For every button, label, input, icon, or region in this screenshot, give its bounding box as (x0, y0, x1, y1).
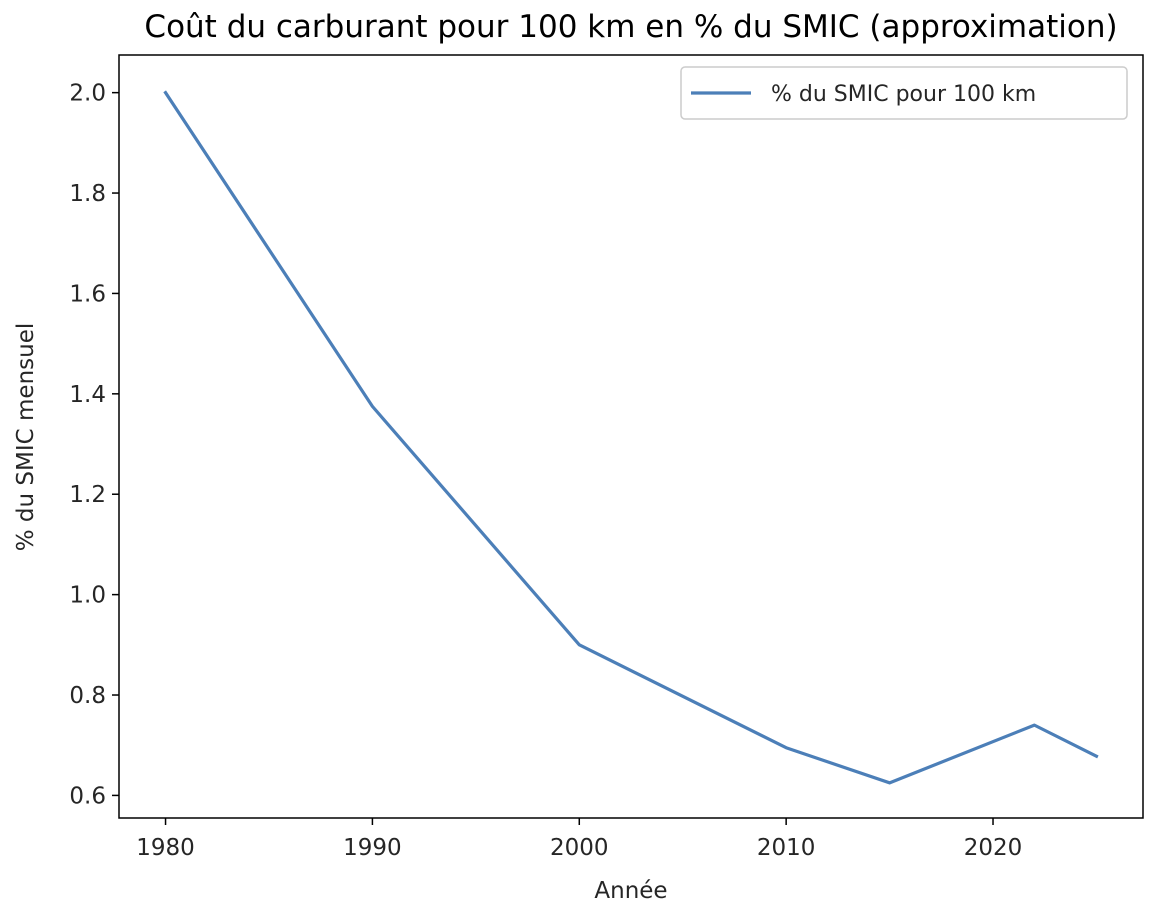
series-layer (163, 90, 1099, 785)
y-tick-label: 1.8 (69, 181, 106, 207)
y-axis-label: % du SMIC mensuel (13, 323, 39, 551)
plot-area (118, 54, 1144, 819)
y-tick-label: 1.0 (69, 583, 106, 609)
x-axis-label: Année (594, 878, 667, 904)
legend: % du SMIC pour 100 km (680, 66, 1128, 120)
y-tick-label: 0.8 (69, 683, 106, 709)
y-tick-label: 1.2 (69, 482, 106, 508)
y-tick-label: 1.6 (69, 281, 106, 307)
plot-frame (118, 54, 1144, 819)
y-tick-label: 0.6 (69, 783, 106, 809)
x-tick-label: 2020 (964, 835, 1023, 861)
x-tick-label: 2010 (757, 835, 816, 861)
legend-label: % du SMIC pour 100 km (771, 82, 1036, 107)
series-line (163, 90, 1099, 785)
chart-title: Coût du carburant pour 100 km en % du SM… (144, 9, 1117, 45)
x-tick-label: 2000 (550, 835, 609, 861)
y-tick-label: 2.0 (69, 81, 106, 107)
x-axis: 1980 1990 2000 2010 2020 (136, 818, 1022, 861)
legend-frame (680, 66, 1128, 120)
x-tick-label: 1980 (136, 835, 195, 861)
y-tick-label: 1.4 (69, 382, 106, 408)
y-axis: 0.6 0.8 1.0 1.2 1.4 1.6 1.8 2.0 (69, 81, 119, 809)
x-tick-label: 1990 (343, 835, 402, 861)
